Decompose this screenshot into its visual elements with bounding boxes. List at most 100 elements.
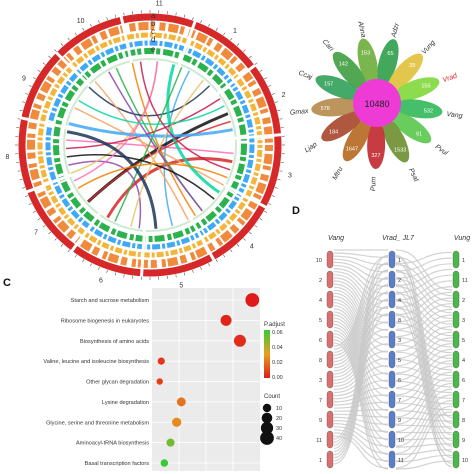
synteny-link [139,61,231,171]
synteny-ribbon [395,263,453,279]
chromosome-label: 9 [22,75,26,82]
synteny-ribbon [395,307,453,337]
chromosome-block [326,410,334,429]
synteny-ribbon [333,263,389,350]
synteny-ribbon [395,377,453,425]
synteny-ribbon [333,429,389,454]
chromosome-gap [69,208,104,254]
tick-mark [236,43,240,46]
synteny-ribbon [333,387,389,403]
tick-mark [48,231,51,235]
tick-mark [254,225,258,228]
tick-mark [123,274,125,278]
synteny-ribbon [333,264,389,288]
petal-value: 1647 [346,147,358,153]
chromosome-ring [18,13,282,277]
tick-mark [114,14,117,18]
tick-mark [114,272,117,276]
enrichment-dot [166,438,175,447]
tick-mark [249,55,252,59]
petal-value: 532 [424,108,433,114]
tick-mark [254,62,258,65]
chromosome-block [388,310,396,329]
petal-species-label: Pvul [434,144,450,158]
enrichment-dot [157,357,165,365]
enrichment-dot [176,397,186,407]
synteny-ribbon [333,258,389,273]
chromosome-block-label: 10 [316,258,322,264]
synteny-ribbon [333,299,389,366]
tick-mark [274,101,278,103]
chromosome-block [326,390,334,409]
synteny-link [131,62,197,217]
padjust-tick-label: 0.00 [272,375,283,381]
enrichment-dot [160,459,169,467]
chromosome-label: 6 [99,277,103,284]
tick-mark [17,118,21,120]
flower-petal [387,53,424,91]
tick-mark [175,12,177,16]
synteny-ribbon [333,271,389,302]
synteny-ribbon [395,308,453,338]
chromosome-label: 11 [156,0,163,7]
synteny-ribbon [395,382,453,433]
petal-species-label: Vung [421,39,437,56]
synteny-ribbon [333,416,389,425]
synteny-ribbon [333,283,389,453]
synteny-link [66,154,215,200]
synteny-ribbon [395,443,453,448]
tick-mark [279,118,283,120]
chromosome-block [452,270,460,289]
petal-species-label: Vang [446,111,463,120]
synteny-ribbon [333,342,389,470]
tick-mark [230,37,233,41]
synteny-ribbon [395,264,453,302]
chromosome-block-label: 9 [319,418,322,424]
petal-value: 327 [371,153,380,159]
tick-mark [90,23,92,27]
chromosome-label: 2 [282,92,286,99]
synteny-ribbon [333,277,389,317]
tick-mark [271,93,275,95]
tick-mark [192,17,194,21]
tick-mark [42,225,46,228]
tick-mark [243,238,246,241]
chromosome-block-label: 9 [462,438,465,444]
synteny-ribbon [395,371,453,418]
synteny-ribbon [333,339,389,463]
count-tick-label: 30 [276,426,282,432]
synteny-ribbon [333,284,389,360]
track-label-a: a [151,11,156,20]
synteny-ribbon [333,306,389,369]
synteny-link [73,61,159,182]
chromosome-block-label: 11 [316,438,322,444]
kegg-enrichment-dotplot: Starch and sucrose metabolism Ribosome bi… [43,288,285,471]
chromosome-block [388,430,396,449]
padjust-tick-label: 0.06 [272,330,283,336]
synteny-ribbon [395,300,453,331]
synteny-ribbon [333,419,389,433]
tick-mark [268,203,272,205]
count-tick-label: 20 [276,416,282,422]
chromosome-block-label: 3 [319,378,322,384]
tick-mark [25,195,29,197]
density-ring-c [37,32,263,258]
chromosome-gap [18,115,73,131]
synteny-ribbon [395,280,453,301]
tick-mark [183,14,186,18]
chromosome-block-label: 2 [319,278,322,284]
synteny-ribbon [333,274,389,309]
synteny-ribbon [333,277,389,356]
tick-mark [268,85,272,87]
tick-mark [223,32,226,36]
synteny-ribbon [333,401,389,409]
chromosome-block [452,310,460,329]
flower-petal [382,118,410,163]
heatmap-ring [27,22,273,268]
chromosome-block-label: 7 [319,398,322,404]
synteny-ribbon [395,305,453,459]
petal-species-label: Ccaj [297,70,313,82]
chromosome-block [326,370,334,389]
chromosome-block-label: 7 [462,398,465,404]
synteny-ribbon [333,270,389,353]
